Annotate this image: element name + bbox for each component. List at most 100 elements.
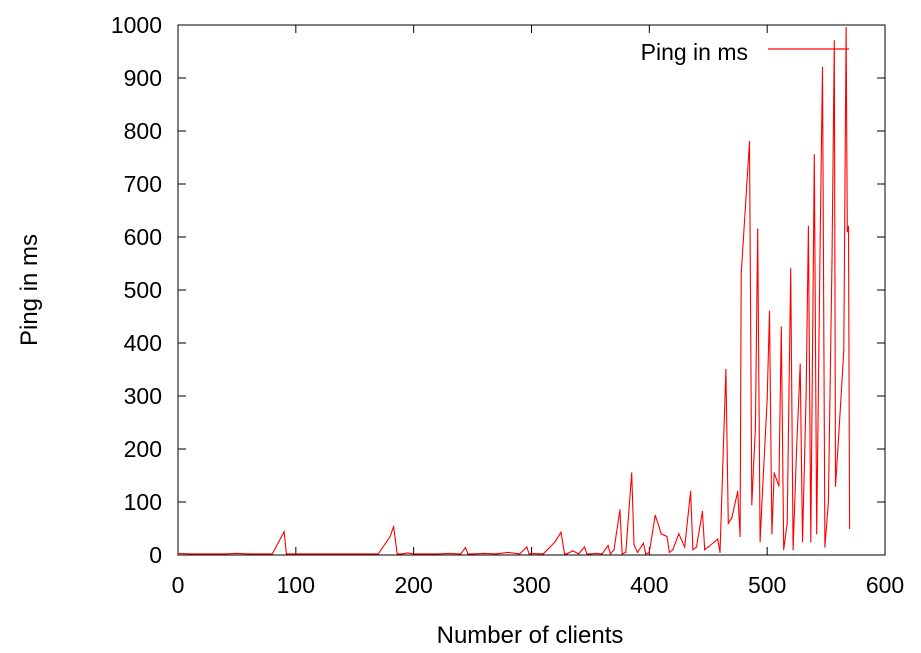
data-point xyxy=(757,228,759,230)
data-point xyxy=(377,553,379,555)
data-point xyxy=(530,552,533,555)
tick-labels: 0 100 200 300 400 500 600 0 100 200 300 400 500 600 70… xyxy=(111,12,904,598)
x-tick-label: 600 xyxy=(866,572,904,598)
data-point xyxy=(827,501,830,503)
data-point xyxy=(460,553,462,555)
data-point xyxy=(601,553,603,555)
data-point xyxy=(636,551,639,554)
data-point xyxy=(704,549,706,551)
y-tick-label: 400 xyxy=(124,330,162,356)
data-point xyxy=(678,533,680,535)
data-point xyxy=(448,552,450,555)
data-point xyxy=(701,510,704,513)
y-tick-label: 900 xyxy=(124,65,162,91)
data-point xyxy=(666,535,668,538)
data-point xyxy=(609,553,612,555)
data-point xyxy=(563,553,566,555)
data-point xyxy=(389,535,391,538)
data-point xyxy=(771,533,773,535)
data-point xyxy=(833,40,835,42)
data-point xyxy=(645,553,647,555)
data-point xyxy=(754,427,757,429)
data-point xyxy=(295,553,297,555)
data-point xyxy=(631,472,633,474)
data-point xyxy=(692,549,694,551)
data-point xyxy=(613,549,615,551)
data-point xyxy=(407,552,409,554)
axes xyxy=(177,24,886,556)
data-point xyxy=(796,448,798,450)
data-point xyxy=(813,154,815,156)
data-point xyxy=(189,553,191,555)
data-point xyxy=(619,509,621,511)
y-tick-label: 800 xyxy=(124,118,162,144)
data-point xyxy=(483,552,485,555)
data-point xyxy=(690,490,692,492)
y-axis-title: Ping in ms xyxy=(16,234,43,346)
data-point xyxy=(607,544,609,547)
data-point xyxy=(625,551,627,554)
x-tick-label: 300 xyxy=(512,572,550,598)
data-point xyxy=(717,538,719,540)
data-point xyxy=(566,553,568,555)
data-point xyxy=(849,527,851,530)
data-point xyxy=(560,531,562,533)
data-point xyxy=(224,553,226,555)
data-point xyxy=(464,547,467,549)
data-point xyxy=(807,225,810,227)
data-point xyxy=(824,546,826,548)
data-point xyxy=(759,541,761,543)
data-point xyxy=(748,141,751,143)
data-point xyxy=(259,553,262,555)
data-point xyxy=(519,553,521,555)
y-tick-label: 600 xyxy=(124,224,162,250)
y-tick-label: 300 xyxy=(124,383,162,409)
data-point xyxy=(393,525,395,528)
y-tick-label: 200 xyxy=(124,436,162,462)
data-point xyxy=(810,541,812,543)
data-point xyxy=(684,546,686,548)
x-tick-label: 100 xyxy=(277,572,315,598)
data-point xyxy=(847,225,850,227)
data-point xyxy=(342,553,344,555)
data-point xyxy=(837,448,839,450)
data-point xyxy=(586,553,588,555)
data-point xyxy=(354,553,356,555)
data-point xyxy=(633,543,635,546)
data-point xyxy=(467,553,469,555)
data-point xyxy=(768,310,771,312)
data-point xyxy=(248,553,250,555)
data-point xyxy=(507,551,509,554)
data-point xyxy=(778,485,780,487)
data-point xyxy=(642,542,645,544)
data-point xyxy=(834,485,837,487)
data-point xyxy=(766,398,768,400)
data-point xyxy=(578,553,580,555)
data-point xyxy=(318,553,320,555)
data-point xyxy=(816,533,818,535)
series-line xyxy=(177,27,851,556)
data-point xyxy=(424,553,426,555)
data-point xyxy=(330,553,332,555)
data-point xyxy=(845,27,847,29)
data-point xyxy=(819,236,821,238)
legend: Ping in ms xyxy=(641,39,849,65)
data-point xyxy=(212,553,214,555)
data-point xyxy=(725,368,727,371)
data-point xyxy=(801,541,804,543)
data-point xyxy=(831,260,833,262)
data-point xyxy=(761,490,764,492)
x-axis-title: Number of clients xyxy=(437,622,624,649)
data-point xyxy=(285,553,287,555)
data-point xyxy=(695,546,698,548)
x-tick-label: 400 xyxy=(630,572,668,598)
data-point xyxy=(572,550,574,552)
data-point xyxy=(236,552,238,555)
data-point xyxy=(727,522,729,524)
data-point xyxy=(799,363,801,365)
series-layer xyxy=(177,27,851,556)
y-tick-label: 0 xyxy=(149,542,162,568)
data-point xyxy=(595,552,597,555)
data-point xyxy=(526,546,528,548)
